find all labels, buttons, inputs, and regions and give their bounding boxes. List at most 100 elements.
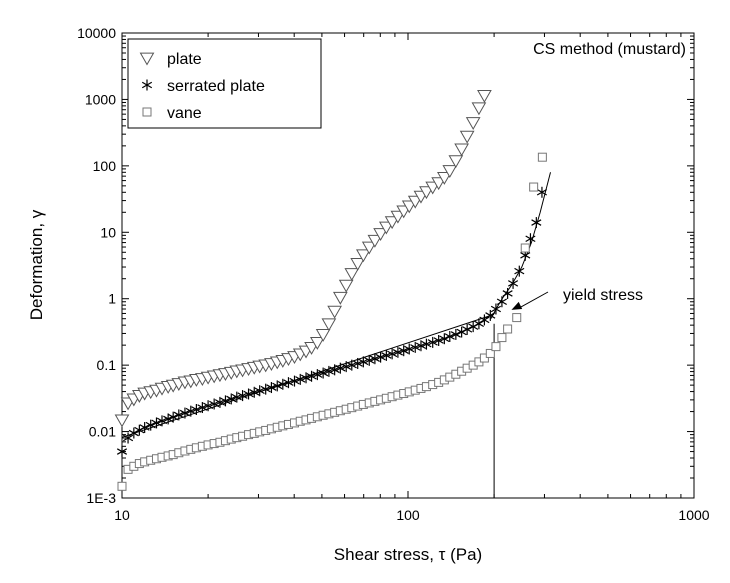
ticks (121, 33, 695, 499)
data-point (369, 353, 380, 365)
data-point (355, 249, 371, 263)
data-point (497, 333, 507, 343)
data-point (375, 351, 386, 363)
asterisk-stroke (214, 399, 225, 406)
legend: plate serrated plate vane (127, 38, 322, 129)
data-point (254, 385, 265, 397)
data-point (436, 172, 452, 185)
asterisk-stroke (387, 350, 398, 358)
data-point (185, 405, 196, 417)
asterisk-stroke (346, 361, 357, 369)
x-axis-title: Shear stress, τ (Pa) (334, 545, 482, 564)
x-tick-label: 100 (396, 507, 420, 523)
data-point (312, 369, 323, 381)
legend-marker (142, 107, 152, 117)
asterisk-stroke (179, 409, 191, 417)
data-point (502, 287, 513, 299)
asterisk-stroke (156, 417, 168, 425)
data-point (332, 291, 348, 305)
data-point (173, 409, 184, 421)
data-point (536, 186, 548, 198)
legend-marker (139, 52, 155, 66)
data-marks (114, 90, 548, 491)
data-point (384, 216, 400, 230)
series-plate (114, 90, 492, 428)
asterisk-stroke (341, 363, 352, 370)
data-point (145, 419, 156, 431)
data-point (373, 228, 388, 241)
data-point (283, 377, 294, 389)
data-point (344, 268, 360, 281)
data-point (479, 353, 489, 363)
tick-labels: 10 100 1000 1E-3 0.01 0.1 1 10 100 1000 10000 (77, 25, 710, 523)
asterisk-stroke (398, 347, 409, 354)
asterisk-stroke (209, 400, 220, 408)
data-point (514, 265, 525, 277)
annotation-arrow (511, 291, 549, 310)
fit-line (490, 172, 551, 319)
data-point (237, 390, 248, 402)
data-point (114, 414, 130, 428)
asterisk-stroke (433, 337, 444, 344)
asterisk-stroke (295, 376, 306, 383)
series-serrated-plate (116, 186, 548, 458)
asterisk-stroke (508, 280, 519, 287)
data-point (364, 354, 375, 366)
asterisk-stroke (266, 384, 277, 391)
asterisk-stroke (410, 344, 421, 351)
data-point (485, 348, 495, 358)
asterisk-stroke (427, 339, 438, 346)
asterisk-stroke (163, 415, 174, 423)
asterisk-stroke (306, 372, 317, 380)
data-point (318, 367, 329, 379)
data-point (361, 241, 377, 255)
arrow-head (511, 301, 523, 310)
asterisk-stroke (312, 371, 323, 378)
asterisk-stroke (364, 357, 375, 364)
data-point (508, 277, 519, 289)
data-point (477, 90, 492, 103)
asterisk-stroke (318, 369, 329, 377)
arrow-shaft (519, 291, 549, 309)
y-tick-label: 1000 (85, 91, 116, 107)
data-point (442, 165, 458, 179)
data-point (289, 375, 300, 387)
asterisk-stroke (479, 316, 490, 324)
asterisk-stroke (323, 368, 334, 375)
data-point (249, 386, 260, 398)
data-point (419, 186, 434, 200)
asterisk-stroke (116, 448, 128, 455)
asterisk-stroke (502, 290, 513, 297)
data-point (321, 318, 337, 332)
data-point (529, 182, 539, 192)
data-point (327, 305, 343, 319)
legend-label: plate (167, 51, 202, 68)
asterisk-stroke (392, 349, 403, 356)
asterisk-stroke (421, 340, 432, 348)
asterisk-stroke (375, 353, 386, 361)
data-point (378, 221, 394, 235)
y-tick-label: 10 (100, 224, 116, 240)
asterisk-stroke (277, 381, 288, 388)
data-point (272, 380, 283, 392)
data-point (338, 279, 354, 293)
asterisk-stroke (531, 219, 542, 226)
y-tick-label: 0.1 (97, 357, 117, 373)
data-point (156, 415, 168, 427)
data-point (300, 372, 312, 384)
data-point (315, 329, 331, 342)
data-point (537, 152, 547, 162)
y-tick-label: 100 (93, 158, 117, 174)
data-point (220, 395, 231, 407)
data-point (490, 303, 502, 315)
chart-title: CS method (mustard) (533, 41, 686, 58)
asterisk-stroke (415, 342, 427, 349)
data-point (323, 365, 334, 377)
data-point (415, 340, 427, 352)
data-point (512, 313, 522, 323)
data-point (450, 328, 461, 340)
data-point (309, 337, 325, 350)
asterisk-stroke (203, 402, 214, 409)
data-point (163, 413, 174, 425)
asterisk-stroke (231, 393, 242, 401)
